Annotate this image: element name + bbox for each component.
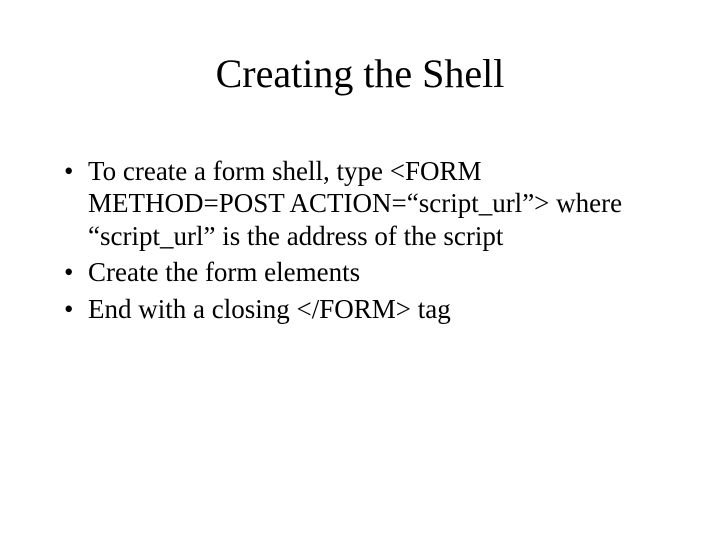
list-item: Create the form elements: [60, 256, 660, 288]
list-item: To create a form shell, type <FORM METHO…: [60, 155, 660, 252]
slide-title: Creating the Shell: [60, 50, 660, 97]
slide-container: Creating the Shell To create a form shel…: [0, 0, 720, 540]
bullet-list: To create a form shell, type <FORM METHO…: [60, 155, 660, 325]
list-item: End with a closing </FORM> tag: [60, 293, 660, 325]
